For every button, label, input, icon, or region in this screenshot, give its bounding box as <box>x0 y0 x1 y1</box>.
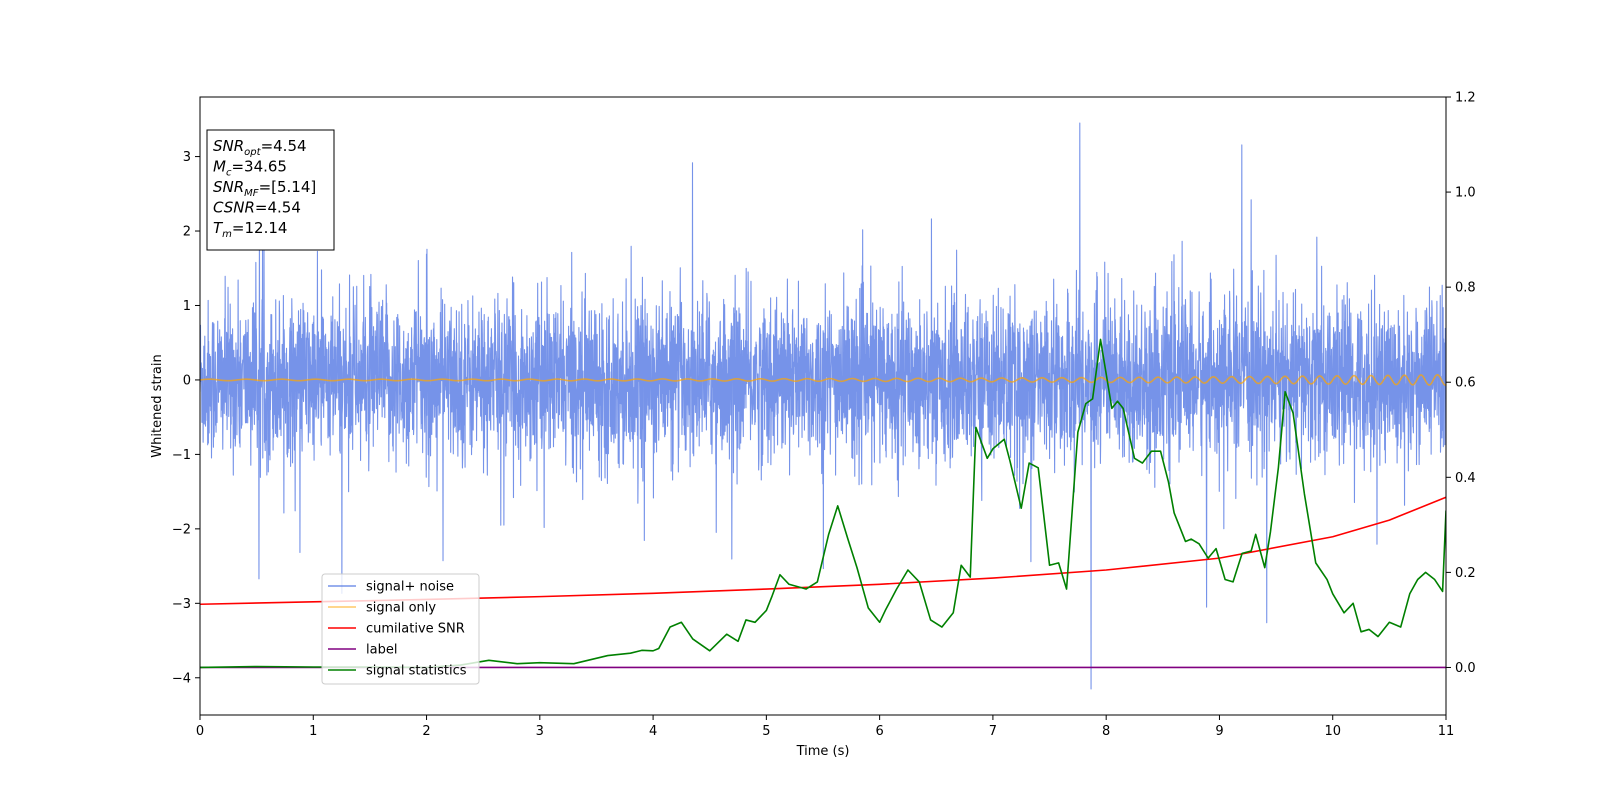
y-tick-label: −4 <box>172 671 191 686</box>
series-line-signal-only <box>200 374 1446 386</box>
axes: 0 1 2 3 4 5 6 7 8 9 10 11 −4 −3 −2 −1 0 1 2 3 0.0 0.2 0.4 0.6 0.… <box>150 91 1476 760</box>
y-tick-label: −3 <box>172 597 191 612</box>
x-tick-label: 4 <box>649 724 657 739</box>
x-tick-label: 11 <box>1438 724 1455 739</box>
x-tick-label: 8 <box>1102 724 1110 739</box>
series-line-signal-statistics <box>200 338 1446 669</box>
x-tick-label: 3 <box>536 724 544 739</box>
y-right-tick-label: 0.6 <box>1455 376 1476 391</box>
annotation-line: Tm=12.14 <box>213 219 287 240</box>
x-axis-label: Time (s) <box>796 744 850 759</box>
series-line-signal-noise <box>200 122 1446 690</box>
x-tick-label: 5 <box>762 724 770 739</box>
x-tick-label: 6 <box>875 724 883 739</box>
legend: signal+ noise signal only cumilative SNR la… <box>321 573 480 685</box>
y-right-tick-label: 0.8 <box>1455 281 1476 296</box>
y-tick-label: 2 <box>183 225 191 240</box>
legend-label: label <box>366 643 397 658</box>
y-right-tick-label: 0.2 <box>1455 566 1476 581</box>
annotation-box: SNRopt=4.54Mc=34.65SNRMF=[5.14]CSNR=4.54… <box>206 129 335 251</box>
y-right-tick-label: 1.2 <box>1455 91 1476 106</box>
annotation-line: Mc=34.65 <box>213 158 287 179</box>
x-tick-label: 7 <box>989 724 997 739</box>
y-right-tick-label: 0.0 <box>1455 661 1476 676</box>
y-tick-label: 3 <box>183 150 191 165</box>
y-tick-label: 0 <box>183 373 191 388</box>
legend-label: cumilative SNR <box>366 622 465 637</box>
x-tick-label: 9 <box>1215 724 1223 739</box>
annotation-frame <box>206 129 335 251</box>
y-right-tick-label: 0.4 <box>1455 471 1476 486</box>
x-tick-label: 10 <box>1324 724 1341 739</box>
x-tick-label: 0 <box>196 724 204 739</box>
y-right-tick-label: 1.0 <box>1455 186 1476 201</box>
y-tick-label: 1 <box>183 299 191 314</box>
x-tick-label: 1 <box>309 724 317 739</box>
x-tick-label: 2 <box>422 724 430 739</box>
axes-frame <box>199 96 1447 716</box>
legend-frame <box>321 573 480 685</box>
y-tick-label: −1 <box>172 448 191 463</box>
y-tick-label: −2 <box>172 522 191 537</box>
annotation-line: SNRMF=[5.14] <box>213 178 316 199</box>
legend-label: signal only <box>366 601 436 616</box>
annotation-line: CSNR=4.54 <box>213 199 301 217</box>
y-axis-label: Whitened strain <box>150 354 165 457</box>
legend-label: signal+ noise <box>366 580 454 595</box>
legend-label: signal statistics <box>366 664 467 679</box>
annotation-line: SNRopt=4.54 <box>213 137 307 158</box>
